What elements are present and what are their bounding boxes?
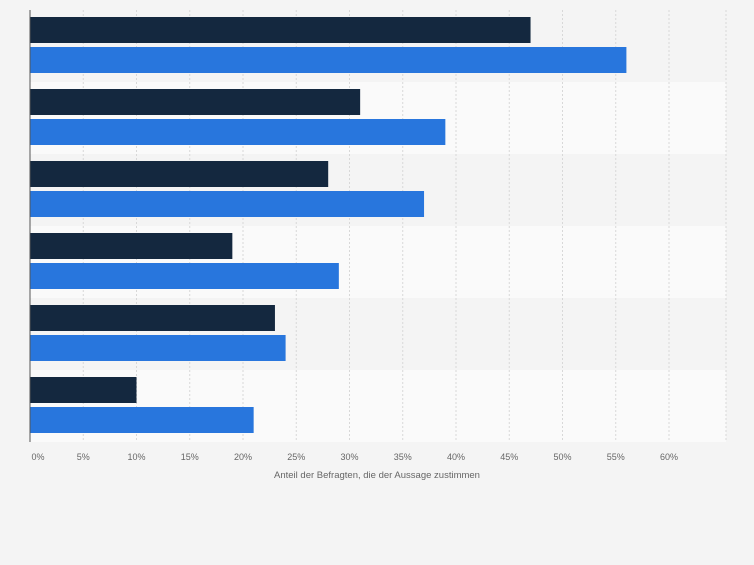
x-tick-label: 10% xyxy=(127,452,145,462)
bar xyxy=(30,263,339,289)
gridlines xyxy=(82,10,727,442)
x-tick-label: 60% xyxy=(660,452,678,462)
bar xyxy=(30,17,531,43)
x-tick-label: 40% xyxy=(447,452,465,462)
bar xyxy=(30,377,137,403)
x-tick-label: 35% xyxy=(394,452,412,462)
x-tick-label: 20% xyxy=(234,452,252,462)
x-tick-label: 50% xyxy=(553,452,571,462)
bar xyxy=(30,161,329,187)
bar xyxy=(30,89,361,115)
x-tick-labels: 0% 5% 10% 15% 20% 25% 30% 35% 40% 45% 50% 55% 60% xyxy=(31,452,678,462)
x-tick-label: 5% xyxy=(77,452,90,462)
bar xyxy=(30,233,233,259)
x-tick-label: 30% xyxy=(340,452,358,462)
x-tick-label: 0% xyxy=(31,452,44,462)
x-axis-label: Anteil der Befragten, die der Aussage zu… xyxy=(274,470,480,481)
bar xyxy=(30,47,627,73)
bar xyxy=(30,119,446,145)
bars xyxy=(30,17,627,433)
x-tick-label: 55% xyxy=(607,452,625,462)
x-tick-label: 15% xyxy=(181,452,199,462)
bar xyxy=(30,305,275,331)
bar xyxy=(30,191,425,217)
x-tick-label: 25% xyxy=(287,452,305,462)
bar xyxy=(30,335,286,361)
bar xyxy=(30,407,254,433)
x-tick-label: 45% xyxy=(500,452,518,462)
